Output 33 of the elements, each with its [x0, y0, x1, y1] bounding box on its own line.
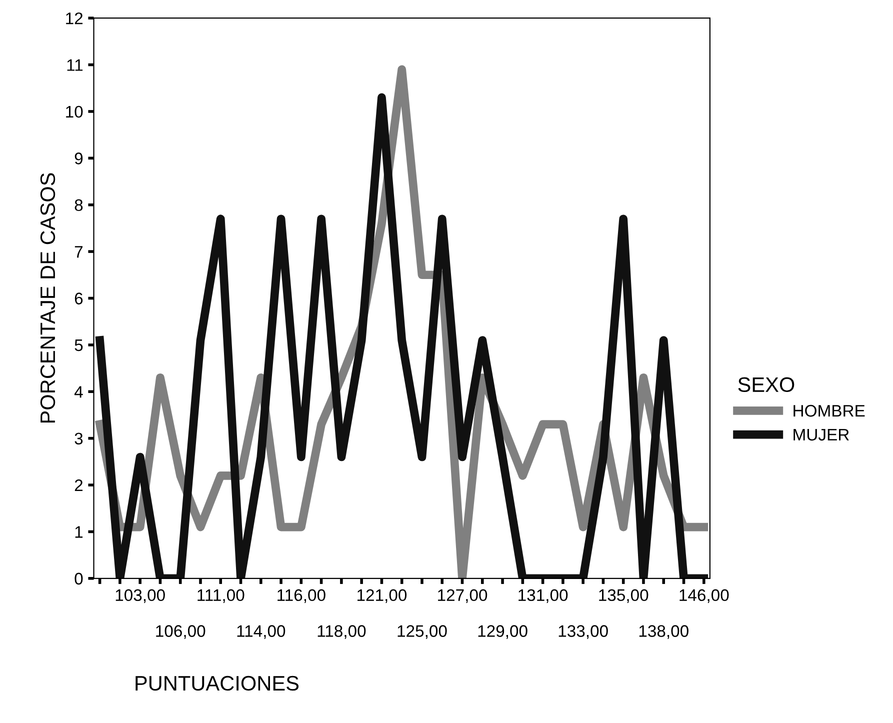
- x-tick-label: 129,00: [478, 625, 528, 639]
- y-tick-label: 8: [74, 199, 83, 212]
- x-tick-label: 114,00: [237, 625, 286, 639]
- x-tick-label: 131,00: [518, 589, 568, 604]
- y-tick-label: 12: [66, 12, 83, 24]
- x-tick-label: 106,00: [156, 625, 206, 639]
- x-tick-label: 133,00: [558, 625, 608, 639]
- x-tick-label: 103,00: [116, 589, 165, 604]
- y-tick-label: 9: [74, 152, 83, 164]
- x-tick-label: 118,00: [318, 625, 366, 639]
- y-tick-label: 2: [74, 479, 83, 492]
- x-tick-label: 111,00: [198, 589, 244, 604]
- x-tick-label: 135,00: [599, 589, 648, 604]
- x-tick-label: 146,00: [680, 589, 729, 604]
- x-tick-label: 121,00: [358, 589, 407, 604]
- legend-label: MUJER: [794, 428, 849, 441]
- x-tick-label: 138,00: [639, 625, 688, 639]
- x-axis-title: PUNTUACIONES: [136, 676, 299, 691]
- y-tick-label: 4: [74, 386, 83, 398]
- y-tick-label: 6: [74, 292, 83, 304]
- y-tick-label: 7: [74, 246, 83, 258]
- legend-label: HOMBRE: [794, 404, 865, 417]
- legend-title: SEXO: [738, 377, 794, 392]
- y-tick-label: 5: [74, 340, 83, 352]
- x-tick-label: 127,00: [438, 589, 488, 604]
- x-tick-label: 116,00: [278, 589, 326, 604]
- y-tick-label: 10: [66, 106, 83, 118]
- y-tick-label: 0: [74, 572, 83, 585]
- y-tick-label: 1: [75, 526, 83, 538]
- y-tick-label: 11: [67, 59, 83, 71]
- y-axis-title: PORCENTAJE DE CASOS: [40, 173, 56, 423]
- x-tick-label: 125,00: [398, 625, 447, 639]
- y-tick-label: 3: [74, 432, 83, 445]
